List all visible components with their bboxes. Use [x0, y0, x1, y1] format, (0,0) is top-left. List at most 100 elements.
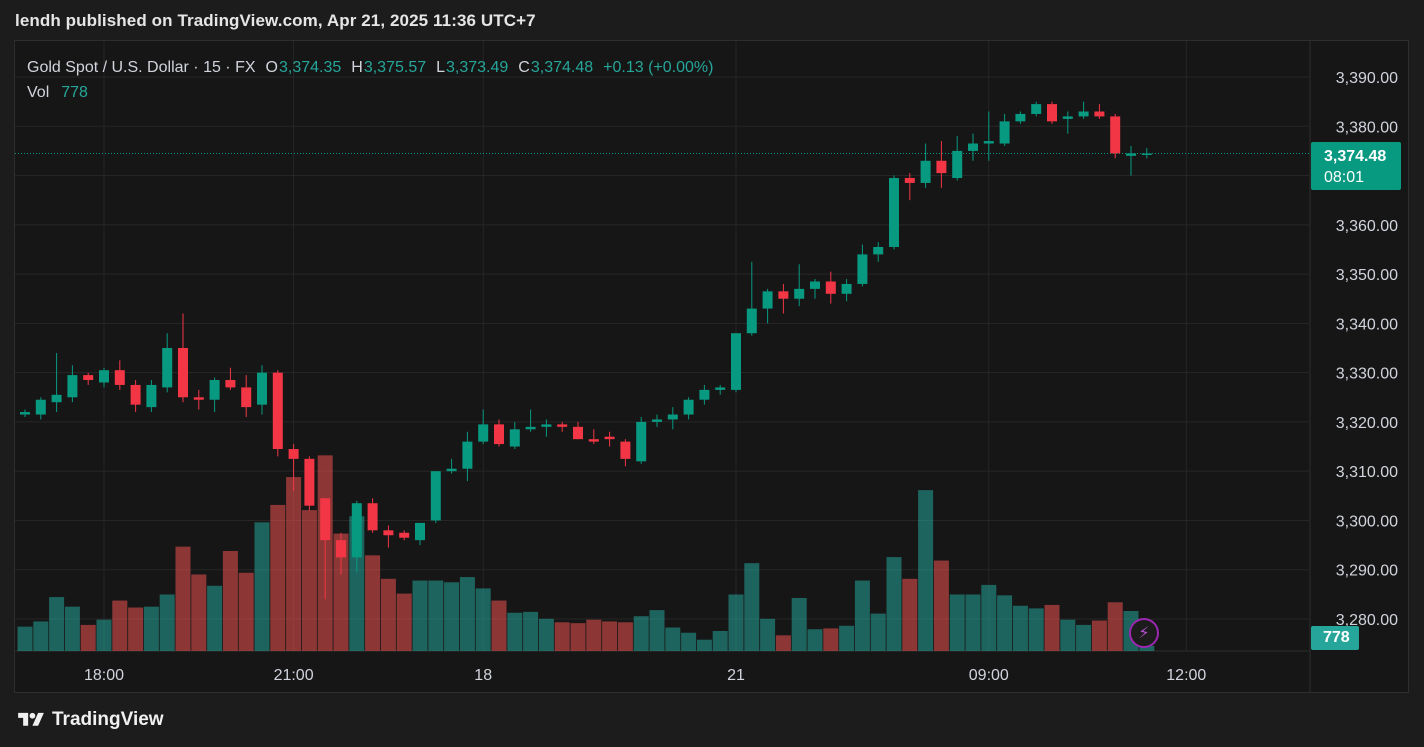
candle-body[interactable] — [699, 389, 710, 400]
volume-bar — [791, 597, 807, 651]
candle-body[interactable] — [604, 436, 615, 440]
candle-body[interactable] — [415, 522, 425, 541]
candle-body[interactable] — [889, 178, 899, 247]
candle-body[interactable] — [1126, 153, 1136, 156]
candle-body[interactable] — [1078, 111, 1089, 117]
candle-body[interactable] — [430, 471, 441, 521]
candle-body[interactable] — [557, 424, 568, 427]
candle-body[interactable] — [1015, 113, 1026, 122]
volume-bar — [981, 584, 997, 651]
candle-body[interactable] — [193, 397, 204, 400]
open-value: 3,374.35 — [278, 58, 342, 76]
candle-body[interactable] — [1047, 104, 1057, 122]
candle-body[interactable] — [114, 370, 125, 385]
price-axis-label: 3,380.00 — [1336, 119, 1398, 136]
candle-body[interactable] — [99, 370, 109, 383]
candle-body[interactable] — [778, 291, 789, 299]
candle-body[interactable] — [20, 412, 30, 415]
candle-body[interactable] — [367, 503, 378, 531]
candle-body[interactable] — [983, 141, 994, 144]
candle-body[interactable] — [241, 387, 252, 408]
candle-body[interactable] — [304, 458, 315, 506]
candle-body[interactable] — [904, 178, 915, 183]
price-axis-label: 3,330.00 — [1336, 366, 1398, 383]
volume-bar — [570, 623, 586, 651]
candle-body[interactable] — [35, 399, 46, 415]
volume-label: Vol — [27, 83, 50, 101]
candle-body[interactable] — [320, 498, 331, 541]
volume-bar — [128, 607, 144, 651]
candle-body[interactable] — [209, 380, 220, 400]
candle-body[interactable] — [351, 503, 362, 558]
price-axis-label: 3,340.00 — [1336, 316, 1398, 333]
candle-body[interactable] — [1141, 153, 1152, 155]
candle-body[interactable] — [588, 439, 599, 442]
open-label: O — [265, 58, 278, 76]
candle-body[interactable] — [83, 375, 94, 381]
symbol-label[interactable]: Gold Spot / U.S. Dollar · 15 · FX — [27, 58, 256, 76]
candle-body[interactable] — [968, 143, 978, 151]
candle-body[interactable] — [952, 150, 963, 179]
candle-body[interactable] — [399, 532, 410, 538]
volume-bar — [602, 621, 618, 651]
volume-bar — [191, 574, 207, 651]
candle-body[interactable] — [873, 246, 884, 255]
candle-body[interactable] — [525, 426, 536, 430]
candle-body[interactable] — [446, 468, 457, 472]
candle-body[interactable] — [573, 426, 583, 440]
candle-body[interactable] — [178, 348, 188, 398]
last-price-tag: 3,374.48 08:01 — [1311, 142, 1401, 190]
candle-body[interactable] — [494, 424, 504, 445]
candle-body[interactable] — [1031, 104, 1042, 114]
candle-body[interactable] — [272, 372, 283, 450]
candle-body[interactable] — [257, 372, 267, 405]
candle-body[interactable] — [636, 421, 647, 462]
candle-body[interactable] — [51, 394, 62, 403]
volume-bar — [1139, 645, 1155, 651]
candle-body[interactable] — [920, 160, 931, 183]
candle-body[interactable] — [825, 281, 836, 294]
candle-body[interactable] — [731, 333, 741, 390]
candle-body[interactable] — [462, 441, 473, 469]
candle-body[interactable] — [225, 380, 236, 388]
candle-body[interactable] — [162, 348, 173, 388]
candle-body[interactable] — [130, 384, 141, 405]
candle-body[interactable] — [762, 291, 773, 309]
candle-body[interactable] — [715, 387, 726, 390]
candle-body[interactable] — [620, 441, 631, 459]
candle-body[interactable] — [541, 424, 552, 427]
candle-body[interactable] — [336, 540, 346, 558]
candle-body[interactable] — [810, 281, 820, 289]
candle-body[interactable] — [1062, 116, 1073, 119]
candle-body[interactable] — [1094, 111, 1105, 117]
candle-body[interactable] — [288, 449, 299, 459]
candle-body[interactable] — [857, 254, 868, 284]
low-label: L — [436, 58, 446, 76]
candle-body[interactable] — [999, 121, 1010, 144]
time-axis-label: 21:00 — [274, 667, 314, 684]
ohlc-row: Gold Spot / U.S. Dollar · 15 · FX O 3,374… — [27, 55, 723, 80]
candle-body[interactable] — [146, 384, 157, 408]
volume-bar — [933, 560, 949, 651]
candle-body[interactable] — [667, 414, 678, 420]
candle-body[interactable] — [936, 160, 947, 174]
candle-body[interactable] — [652, 419, 662, 422]
candle-body[interactable] — [67, 375, 78, 398]
chart-panel[interactable]: 3,390.003,380.003,370.003,360.003,350.00… — [14, 40, 1409, 693]
candle-body[interactable] — [509, 429, 520, 447]
volume-bar — [444, 582, 460, 651]
volume-bar — [175, 546, 191, 651]
candle-body[interactable] — [794, 288, 805, 299]
candle-body[interactable] — [841, 283, 852, 294]
price-axis-label: 3,390.00 — [1336, 70, 1398, 87]
candle-body[interactable] — [383, 530, 394, 536]
footer-brand[interactable]: TradingView — [16, 709, 164, 731]
candle-body[interactable] — [746, 308, 757, 334]
candle-body[interactable] — [683, 399, 694, 415]
lightning-icon[interactable]: ⚡ — [1129, 618, 1159, 648]
candle-body[interactable] — [1110, 116, 1121, 154]
volume-bar — [902, 578, 918, 651]
candle-body[interactable] — [478, 424, 489, 442]
candlestick-chart[interactable]: 3,390.003,380.003,370.003,360.003,350.00… — [15, 41, 1409, 693]
volume-bar — [1107, 602, 1123, 651]
